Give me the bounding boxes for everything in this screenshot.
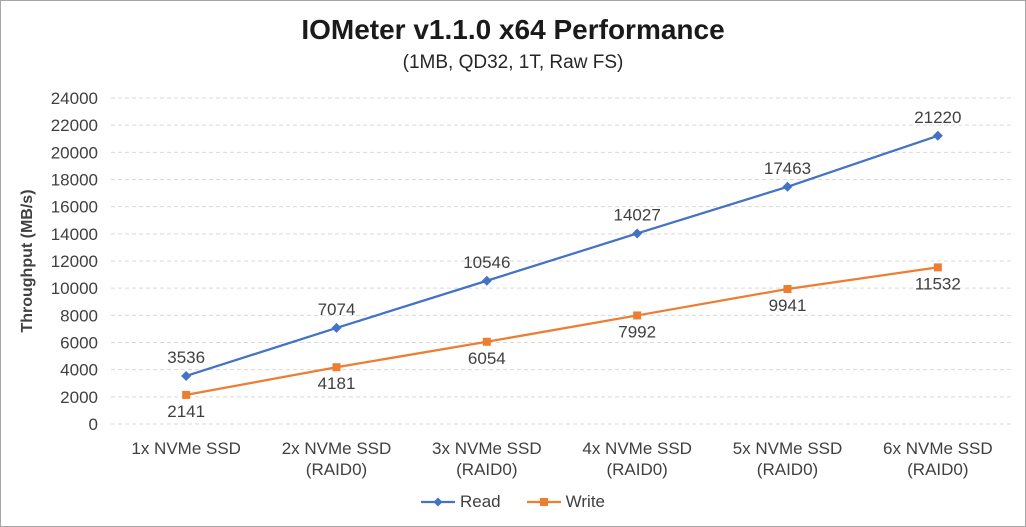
diamond-marker [331,322,342,333]
legend-diamond-swatch-icon [421,497,455,507]
chart-subtitle: (1MB, QD32, 1T, Raw FS) [402,52,624,73]
square-marker [933,263,942,272]
data-label-write: 2141 [167,402,205,421]
x-category-label: (RAID0) [907,460,968,479]
legend-item-read: Read [421,492,501,512]
data-label-read: 10546 [463,253,510,272]
x-category-label: 1x NVMe SSD [131,439,241,458]
x-category-label: 6x NVMe SSD [883,439,993,458]
square-marker [182,390,191,399]
y-tick-label: 2000 [60,388,98,407]
y-tick-label: 20000 [51,143,98,162]
x-category-label: (RAID0) [456,460,517,479]
legend-item-write: Write [526,492,605,512]
x-category-label: 4x NVMe SSD [582,439,692,458]
y-tick-label: 0 [89,415,98,434]
chart-title: IOMeter v1.1.0 x64 Performance [301,14,725,45]
data-label-read: 17463 [764,159,811,178]
diamond-marker [782,181,793,192]
square-marker [332,363,341,372]
data-label-read: 14027 [614,205,661,224]
y-tick-label: 12000 [51,252,98,271]
x-category-label: 2x NVMe SSD [282,439,392,458]
y-tick-label: 24000 [51,89,98,108]
data-label-read: 21220 [914,108,961,127]
y-tick-label: 8000 [60,306,98,325]
square-marker [482,337,491,346]
y-tick-label: 22000 [51,116,98,135]
x-category-label: (RAID0) [757,460,818,479]
data-label-read: 3536 [167,348,205,367]
legend-label: Write [565,492,605,511]
diamond-marker [181,370,192,381]
data-label-write: 6054 [468,349,506,368]
x-category-label: (RAID0) [306,460,367,479]
data-label-write: 11532 [915,274,961,293]
square-marker [783,284,792,293]
data-label-read: 7074 [318,300,356,319]
y-tick-label: 10000 [51,279,98,298]
y-tick-label: 14000 [51,225,98,244]
diamond-marker [481,275,492,286]
series-line-write [185,266,938,397]
data-label-write: 4181 [318,374,356,393]
x-category-label: 5x NVMe SSD [733,439,843,458]
legend: Read Write [1,492,1025,512]
diamond-marker [632,228,643,239]
x-category-label: 3x NVMe SSD [432,439,542,458]
y-tick-label: 18000 [51,171,98,190]
diamond-marker [932,130,943,141]
series-line-read [185,134,939,378]
data-label-write: 9941 [769,296,807,315]
data-label-write: 7992 [618,322,656,341]
y-tick-label: 6000 [60,334,98,353]
x-category-label: (RAID0) [606,460,667,479]
legend-label: Read [460,492,501,511]
y-tick-label: 4000 [60,361,98,380]
y-tick-label: 16000 [51,198,98,217]
square-marker [633,311,642,320]
legend-square-swatch-icon [526,498,561,506]
plot-area: 0 2000 4000 6000 8000 10000 12000 14000 16000 180… [51,89,1013,479]
